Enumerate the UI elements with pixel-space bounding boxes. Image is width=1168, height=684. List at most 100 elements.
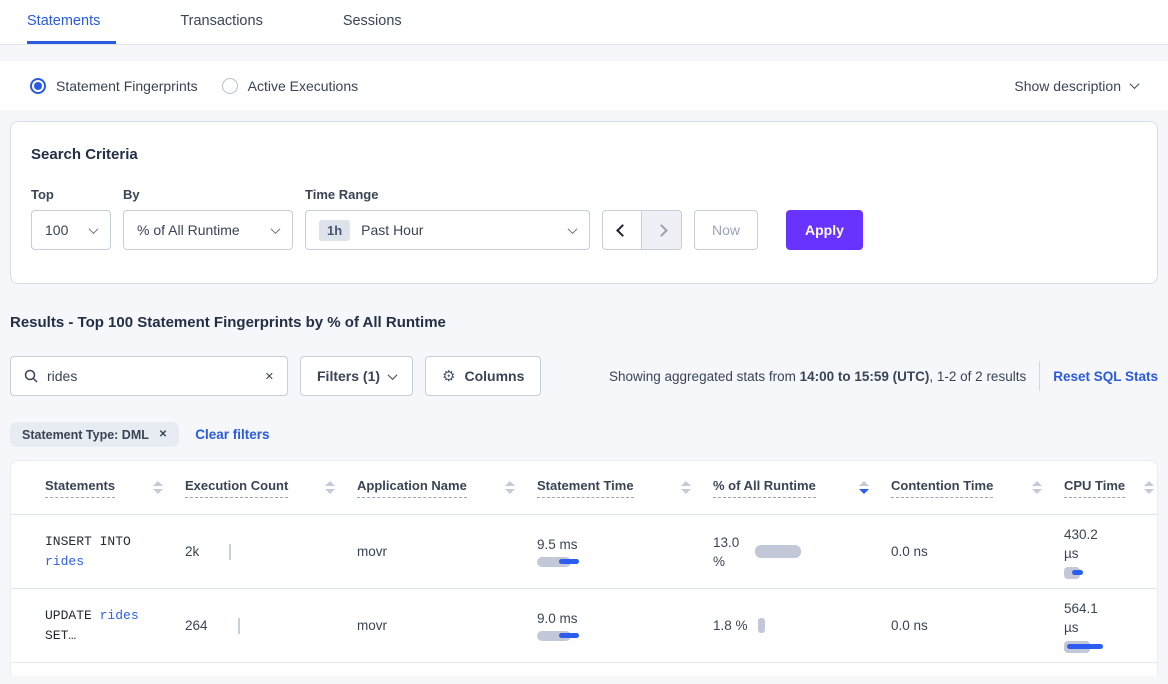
radio-label: Statement Fingerprints (56, 77, 198, 94)
statement-search-box[interactable]: ✕ (10, 356, 288, 396)
tab-sessions[interactable]: Sessions (342, 12, 402, 29)
stats-suffix: , 1-2 of 2 results (929, 368, 1027, 384)
header-application-name[interactable]: Application Name (357, 478, 537, 498)
radio-statement-fingerprints[interactable]: Statement Fingerprints (30, 77, 198, 94)
filter-pill-label: Statement Type: DML (22, 427, 149, 442)
results-heading: Results - Top 100 Statement Fingerprints… (10, 314, 446, 331)
runtime-pct-bar (757, 618, 765, 633)
top-select[interactable]: 100 (31, 210, 111, 250)
search-criteria-title: Search Criteria (31, 146, 138, 163)
application-name-cell: movr (357, 618, 387, 633)
table-header-row: Statements Execution Count Application N… (11, 461, 1157, 515)
statements-table: Statements Execution Count Application N… (10, 460, 1158, 676)
application-name-cell: movr (357, 544, 387, 559)
header-contention-time[interactable]: Contention Time (891, 478, 1064, 498)
chevron-down-icon (88, 223, 99, 234)
stats-prefix: Showing aggregated stats from (609, 368, 800, 384)
top-field: Top 100 (31, 187, 111, 250)
apply-button[interactable]: Apply (786, 210, 863, 250)
previous-time-button[interactable] (602, 210, 642, 250)
gear-icon: ⚙ (442, 368, 456, 385)
active-filters-row: Statement Type: DML ✕ Clear filters (10, 422, 1158, 447)
show-description-label: Show description (1014, 77, 1121, 94)
filters-label: Filters (1) (317, 368, 381, 384)
filters-button[interactable]: Filters (1) (300, 356, 414, 396)
cpu-time-cell: 564.1 µs (1064, 599, 1157, 653)
statement-time-bar (537, 556, 579, 567)
search-input[interactable] (47, 368, 256, 384)
radio-label: Active Executions (247, 77, 359, 94)
time-range-field: Time Range 1h Past Hour (305, 187, 590, 250)
chevron-down-icon (567, 223, 578, 234)
show-description-toggle[interactable]: Show description (1014, 77, 1140, 94)
clear-search-icon[interactable]: ✕ (264, 370, 274, 383)
time-range-label: Time Range (305, 187, 379, 202)
tab-transactions[interactable]: Transactions (180, 12, 263, 29)
sort-icon-active-desc[interactable] (859, 481, 869, 494)
cpu-time-cell: 430.2 µs (1064, 525, 1157, 579)
sort-icon[interactable] (325, 481, 335, 494)
time-range-badge: 1h (319, 219, 351, 241)
runtime-pct-cell: 13.0 % (713, 533, 891, 571)
statement-link[interactable]: rides (45, 553, 85, 569)
time-pager (602, 210, 682, 250)
by-field: By % of All Runtime (123, 187, 293, 250)
page-tabs: Statements Transactions Sessions (0, 0, 1168, 45)
statement-time-cell: 9.0 ms (537, 611, 713, 641)
header-cpu-time[interactable]: CPU Time (1064, 478, 1157, 498)
runtime-pct-cell: 1.8 % (713, 618, 891, 633)
header-execution-count[interactable]: Execution Count (185, 478, 357, 498)
chevron-down-icon (387, 369, 398, 380)
sort-icon[interactable] (1144, 481, 1154, 494)
stats-summary: Showing aggregated stats from 14:00 to 1… (609, 369, 1026, 384)
radio-unselected-icon[interactable] (221, 77, 238, 94)
sort-icon[interactable] (1032, 481, 1042, 494)
execution-count-cell: 2k (185, 543, 357, 560)
clear-filters-link[interactable]: Clear filters (195, 427, 270, 442)
execution-count-cell: 264 (185, 617, 357, 634)
statement-cell: INSERT INTO rides (45, 533, 131, 569)
search-criteria-card: Search Criteria Top 100 By % of All Runt… (10, 121, 1158, 284)
chevron-down-icon (1129, 79, 1140, 90)
sort-icon[interactable] (153, 481, 163, 494)
statement-time-bar (537, 630, 579, 641)
header-statements[interactable]: Statements (45, 478, 185, 498)
view-toggle-bar: Statement Fingerprints Active Executions… (0, 61, 1168, 110)
tab-statements[interactable]: Statements (27, 0, 117, 44)
radio-selected-icon[interactable] (30, 77, 46, 94)
radio-active-executions[interactable]: Active Executions (221, 77, 359, 94)
results-controls: ✕ Filters (1) ⚙ Columns Showing aggregat… (10, 356, 1158, 396)
chevron-left-icon (615, 223, 629, 237)
remove-filter-icon[interactable]: ✕ (158, 429, 168, 440)
stats-time-range: 14:00 to 15:59 (UTC) (799, 368, 930, 384)
chevron-down-icon (270, 223, 281, 234)
by-label: By (123, 187, 140, 202)
time-range-select[interactable]: 1h Past Hour (305, 210, 590, 250)
columns-button[interactable]: ⚙ Columns (425, 356, 542, 396)
header-runtime-pct[interactable]: % of All Runtime (713, 478, 891, 498)
cpu-time-bar (1064, 566, 1083, 579)
next-time-button[interactable] (642, 210, 682, 250)
statement-cell: UPDATE rides SET… (45, 607, 139, 643)
statement-time-cell: 9.5 ms (537, 537, 713, 567)
execution-count-bar (237, 617, 240, 634)
table-row[interactable]: UPDATE rides SET… 264 movr 9.0 ms 1.8 % … (11, 589, 1157, 663)
columns-label: Columns (464, 368, 525, 384)
top-select-value: 100 (45, 222, 69, 238)
sort-icon[interactable] (681, 481, 691, 494)
runtime-pct-bar (755, 545, 801, 558)
header-statement-time[interactable]: Statement Time (537, 478, 713, 498)
execution-count-bar (229, 543, 232, 560)
statement-link[interactable]: rides (99, 607, 139, 623)
top-label: Top (31, 187, 54, 202)
filter-pill-statement-type[interactable]: Statement Type: DML ✕ (10, 422, 180, 447)
contention-time-cell: 0.0 ns (891, 618, 928, 633)
chevron-right-icon (655, 223, 668, 237)
sort-icon[interactable] (505, 481, 515, 494)
search-icon (24, 369, 38, 383)
by-select[interactable]: % of All Runtime (123, 210, 293, 250)
reset-sql-stats-link[interactable]: Reset SQL Stats (1053, 368, 1158, 384)
table-row[interactable]: INSERT INTO rides 2k movr 9.5 ms 13.0 % … (11, 515, 1157, 589)
contention-time-cell: 0.0 ns (891, 544, 928, 559)
now-button[interactable]: Now (694, 210, 759, 250)
